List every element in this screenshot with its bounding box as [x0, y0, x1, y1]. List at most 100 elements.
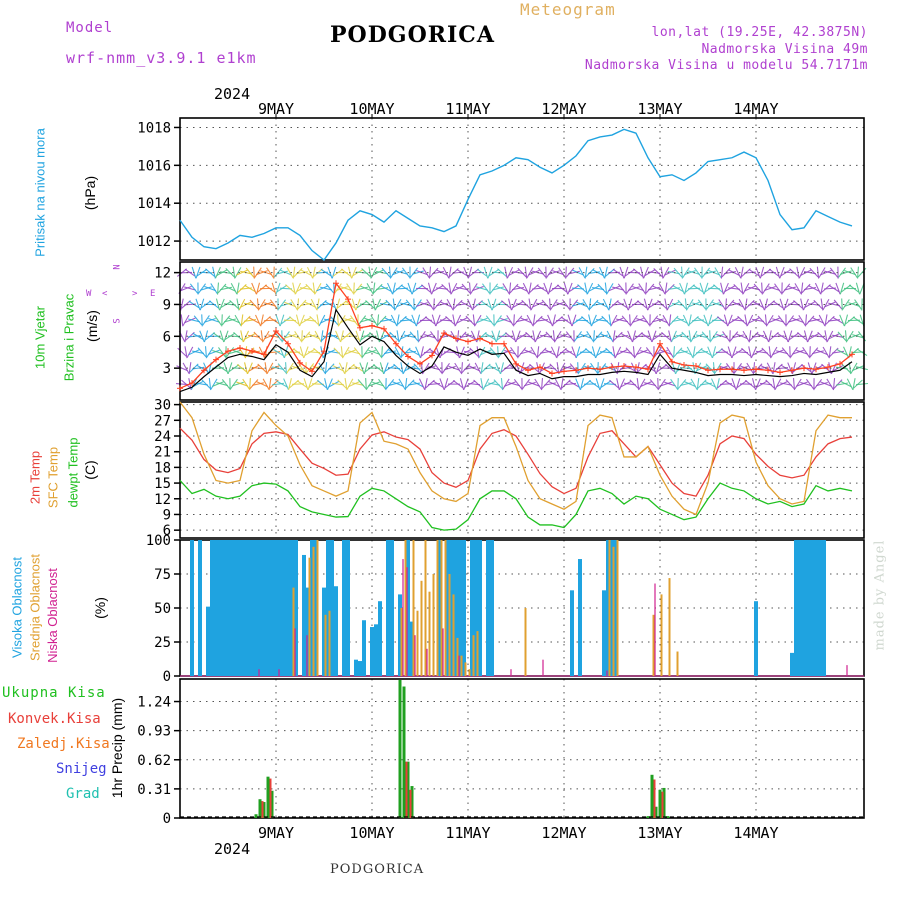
wind-arrow — [744, 379, 756, 389]
wind-arrow — [184, 317, 196, 324]
wind-arrow — [856, 366, 868, 371]
wind-arrow — [177, 347, 187, 357]
wind-arrow — [464, 366, 476, 370]
wind-panel-frame — [179, 261, 865, 401]
wind-arrow — [266, 362, 274, 374]
wind-arrow — [208, 349, 220, 355]
wind-arrow — [832, 316, 844, 324]
mid-cloud-bar — [616, 540, 619, 676]
wind-arrow — [818, 314, 826, 326]
wind-arrow — [784, 286, 796, 291]
wind-arrow — [788, 318, 800, 323]
wind-arrow — [680, 349, 692, 356]
wind-arrow — [751, 378, 757, 391]
wind-arrow — [236, 363, 248, 373]
wind-arrow — [575, 346, 581, 359]
wind-arrow — [288, 378, 292, 391]
high-cloud-bar — [406, 540, 410, 676]
mid-cloud-bar — [308, 557, 311, 676]
wind-arrow — [711, 378, 717, 390]
wind-arrow — [696, 334, 708, 339]
wind-arrow — [513, 378, 523, 390]
wind-arrow — [372, 298, 376, 311]
low-cloud-bar — [458, 655, 460, 676]
wind-arrow — [636, 318, 648, 323]
wind-arrow — [205, 268, 215, 277]
wind-arrow — [536, 302, 548, 307]
wind-arrow — [840, 270, 852, 275]
wind-arrow — [578, 362, 586, 374]
wind-arrow — [651, 362, 657, 374]
wind-arrow — [602, 298, 610, 311]
wind-arrow — [247, 362, 253, 374]
wind-arrow — [807, 330, 813, 343]
wind-arrow — [812, 317, 824, 324]
wind-arrow — [700, 348, 712, 356]
wind-arrow — [220, 286, 232, 291]
mid-cloud-bar — [444, 540, 447, 676]
wind-arrow — [288, 316, 300, 325]
wind-arrow — [796, 381, 808, 387]
cloud-tick-label: 100 — [146, 533, 171, 549]
wind-arrow — [511, 298, 517, 311]
compass-e: E — [150, 289, 156, 299]
wind-arrow — [396, 314, 400, 327]
bottom-year-label: 2024 — [214, 840, 251, 858]
wind-arrow — [342, 346, 350, 358]
wind-arrow — [268, 316, 280, 325]
wind-arrow — [334, 283, 342, 294]
wind-arrow — [301, 330, 303, 343]
wind-arrow — [660, 381, 672, 387]
wind-arrow — [452, 285, 464, 292]
wind-arrow — [552, 330, 556, 343]
wind-arrow — [181, 379, 191, 389]
wind-arrow — [368, 381, 380, 387]
wind-arrow — [707, 346, 713, 358]
wind-arrow — [840, 380, 852, 388]
wind-arrow — [384, 317, 396, 324]
wind-arrow — [485, 315, 495, 326]
wind-arrow — [428, 266, 432, 279]
high-cloud-bar — [818, 540, 822, 676]
wind-arrow — [204, 346, 208, 359]
wind-arrow — [390, 267, 398, 278]
wind-arrow — [227, 362, 233, 375]
wind-arrow — [546, 267, 554, 278]
wind-arrow — [407, 282, 413, 295]
wind-arrow — [764, 286, 776, 292]
compass-arrow-left: < — [102, 289, 108, 299]
wind-arrow — [327, 378, 333, 390]
wind-arrow — [504, 349, 516, 355]
high-cloud-bar — [262, 540, 266, 676]
wind-arrow — [796, 349, 808, 355]
wind-arrow — [798, 315, 806, 326]
wind-arrow — [528, 298, 532, 311]
wind-arrow — [504, 332, 516, 341]
wind-arrow — [253, 266, 255, 279]
wind-arrow — [344, 349, 356, 356]
mid-cloud-bar — [328, 610, 331, 676]
wind-arrow — [571, 346, 577, 359]
wind-arrow — [811, 362, 817, 374]
wind-arrow — [513, 315, 523, 326]
high-cloud-bar — [346, 540, 350, 676]
wind-arrow — [737, 315, 747, 325]
wind-arrow — [461, 362, 463, 375]
mid-cloud-bar — [324, 614, 327, 676]
wind-arrow — [335, 330, 341, 343]
wind-arrow — [370, 314, 378, 326]
wind-arrow — [332, 364, 344, 372]
wind-arrow — [184, 330, 188, 343]
wind-arrow — [556, 284, 568, 293]
wind-arrow — [597, 363, 607, 374]
wind-arrow — [340, 268, 352, 277]
wind-arrow — [626, 283, 634, 294]
wind-arrow — [623, 298, 629, 311]
wind-arrow — [752, 362, 756, 375]
wind-arrow — [809, 346, 811, 359]
mid-cloud-bar — [608, 540, 611, 676]
high-cloud-bar — [810, 540, 814, 676]
wind-arrow — [355, 330, 361, 343]
wind-arrow — [314, 283, 322, 295]
wind-arrow — [351, 298, 357, 311]
